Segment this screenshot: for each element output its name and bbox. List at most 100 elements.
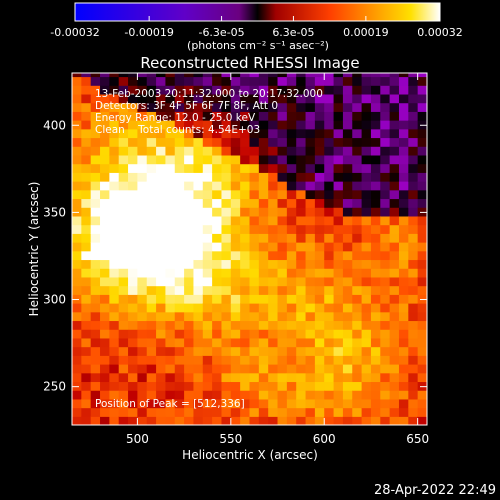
heatmap-cell bbox=[72, 198, 82, 208]
heatmap-cell bbox=[417, 390, 427, 400]
heatmap-cell bbox=[81, 276, 92, 287]
heatmap-cell bbox=[352, 137, 363, 147]
heatmap-cell bbox=[230, 233, 241, 243]
heatmap-cell bbox=[361, 233, 372, 243]
heatmap-cell bbox=[221, 372, 232, 383]
heatmap-cell bbox=[296, 242, 307, 252]
heatmap-cell bbox=[146, 120, 157, 130]
heatmap-cell bbox=[174, 407, 185, 417]
heatmap-cell bbox=[361, 93, 372, 104]
heatmap-cell bbox=[408, 102, 419, 112]
heatmap-cell bbox=[352, 416, 363, 425]
heatmap-cell bbox=[277, 111, 288, 121]
heatmap-cell bbox=[146, 372, 157, 383]
heatmap-cell bbox=[156, 111, 167, 121]
heatmap-cell bbox=[268, 242, 279, 252]
heatmap-cell bbox=[296, 76, 307, 86]
heatmap-cell bbox=[230, 93, 241, 104]
heatmap-cell bbox=[314, 102, 325, 112]
heatmap-cell bbox=[72, 102, 82, 112]
heatmap-cell bbox=[361, 390, 372, 400]
heatmap-cell bbox=[128, 416, 138, 425]
heatmap-cell bbox=[212, 120, 223, 130]
heatmap-cell bbox=[305, 198, 316, 208]
heatmap-cell bbox=[277, 181, 288, 191]
heatmap-cell bbox=[398, 250, 409, 261]
heatmap-cell bbox=[277, 154, 288, 165]
heatmap-cell bbox=[249, 355, 260, 365]
heatmap-cell bbox=[333, 294, 344, 304]
heatmap-cell bbox=[100, 250, 110, 261]
heatmap-cell bbox=[118, 242, 129, 252]
heatmap-cell bbox=[277, 242, 288, 252]
heatmap-cell bbox=[202, 102, 213, 112]
heatmap-cell bbox=[314, 163, 325, 173]
heatmap-cell bbox=[324, 242, 335, 252]
heatmap-cell bbox=[90, 207, 101, 217]
heatmap-cell bbox=[314, 381, 325, 391]
heatmap-cell bbox=[184, 93, 195, 104]
heatmap-cell bbox=[146, 250, 157, 261]
heatmap-cell bbox=[361, 73, 372, 78]
heatmap-cell bbox=[240, 390, 251, 400]
heatmap-cell bbox=[342, 390, 353, 400]
heatmap-cell bbox=[72, 146, 82, 156]
heatmap-cell bbox=[240, 128, 251, 139]
heatmap-cell bbox=[193, 407, 204, 417]
heatmap-cell bbox=[174, 364, 185, 374]
heatmap-cell bbox=[100, 128, 110, 139]
heatmap-cell bbox=[230, 250, 241, 261]
heatmap-cell bbox=[296, 416, 307, 425]
heatmap-cell bbox=[370, 172, 381, 182]
heatmap-cell bbox=[352, 224, 363, 234]
colorbar-tick-label: -0.00019 bbox=[124, 26, 173, 39]
heatmap-cell bbox=[296, 137, 307, 147]
heatmap-cell bbox=[128, 276, 138, 287]
heatmap-cell bbox=[212, 242, 223, 252]
heatmap-cell bbox=[240, 215, 251, 226]
heatmap-cell bbox=[193, 73, 204, 78]
heatmap-cell bbox=[193, 102, 204, 112]
heatmap-cell bbox=[342, 137, 353, 147]
heatmap-cell bbox=[100, 276, 110, 287]
heatmap-cell bbox=[156, 268, 167, 278]
colorbar bbox=[74, 2, 441, 22]
heatmap-cell bbox=[314, 189, 325, 200]
heatmap-cell bbox=[305, 320, 316, 330]
heatmap-cell bbox=[174, 294, 185, 304]
heatmap-cell bbox=[268, 76, 279, 86]
heatmap-cell bbox=[342, 128, 353, 139]
heatmap-cell bbox=[296, 120, 307, 130]
heatmap-cell bbox=[100, 111, 110, 121]
heatmap-cell bbox=[268, 276, 279, 287]
heatmap-cell bbox=[398, 355, 409, 365]
heatmap-cell bbox=[370, 416, 381, 425]
heatmap-cell bbox=[398, 268, 409, 278]
heatmap-cell bbox=[174, 120, 185, 130]
heatmap-cell bbox=[417, 233, 427, 243]
heatmap-cell bbox=[352, 320, 363, 330]
heatmap-cell bbox=[202, 93, 213, 104]
heatmap-cell bbox=[258, 337, 269, 348]
heatmap-cell bbox=[100, 329, 110, 339]
heatmap-cell bbox=[314, 320, 325, 330]
heatmap-cell bbox=[118, 407, 129, 417]
heatmap-cell bbox=[268, 285, 279, 295]
heatmap-cell bbox=[156, 259, 167, 269]
heatmap-cell bbox=[137, 355, 148, 365]
heatmap-cell bbox=[408, 303, 419, 313]
heatmap-cell bbox=[202, 128, 213, 139]
heatmap-cell bbox=[212, 163, 223, 173]
heatmap-cell bbox=[380, 303, 391, 313]
heatmap-cell bbox=[305, 276, 316, 287]
heatmap-cell bbox=[324, 320, 335, 330]
heatmap-cell bbox=[128, 198, 138, 208]
heatmap-cell bbox=[81, 268, 92, 278]
heatmap-cell bbox=[417, 303, 427, 313]
heatmap-cell bbox=[296, 102, 307, 112]
heatmap-cell bbox=[128, 285, 138, 295]
heatmap-cell bbox=[174, 215, 185, 226]
heatmap-cell bbox=[202, 172, 213, 182]
heatmap-cell bbox=[398, 311, 409, 322]
heatmap-cell bbox=[221, 224, 232, 234]
